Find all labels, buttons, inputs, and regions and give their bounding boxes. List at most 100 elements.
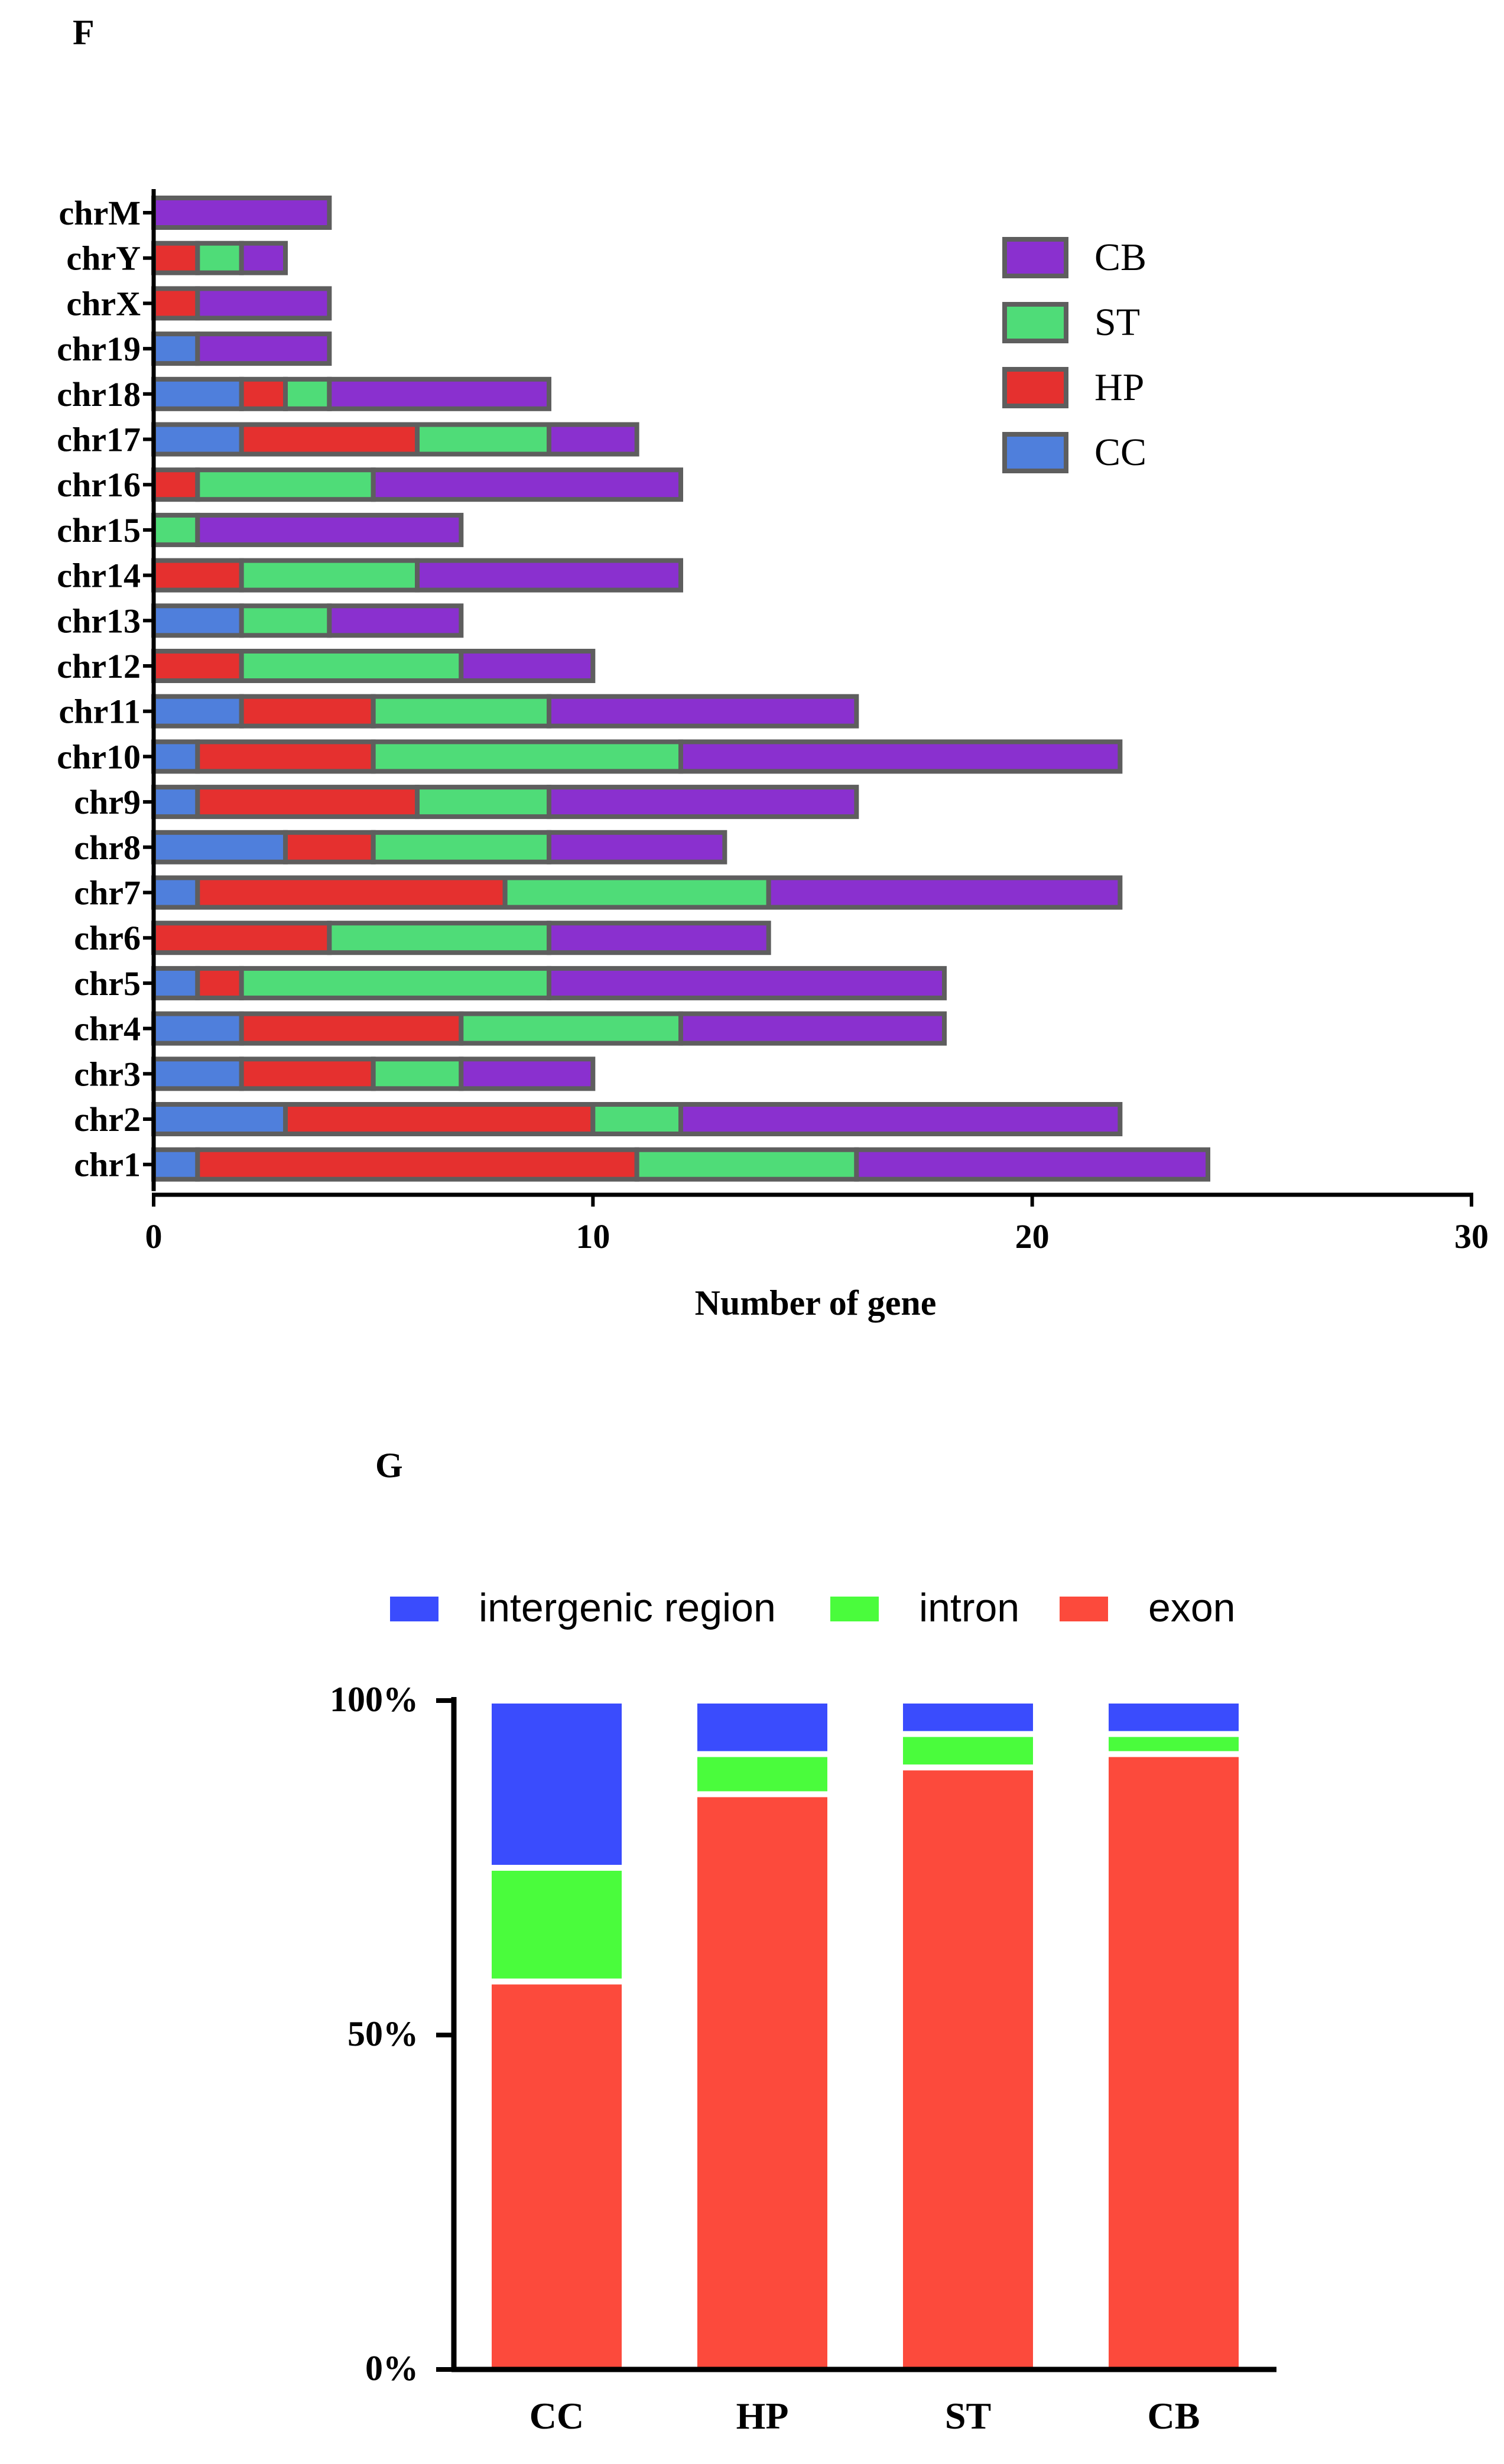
bar-chr7-HP xyxy=(195,875,508,910)
bar-chr1-CB xyxy=(854,1147,1211,1182)
bar-chrY-ST xyxy=(195,240,244,275)
f-y-tick-label: chrY xyxy=(66,239,141,278)
f-y-tick-label: chr19 xyxy=(57,330,141,368)
bar-chr17-CB xyxy=(547,422,639,457)
chromosome-gene-count-chart: chrM chrY chrX chr19 chr18 chr17 chr16 chr15 chr… xyxy=(57,189,1489,1322)
bar-chr8-CC xyxy=(151,830,288,864)
bar-chr3-ST xyxy=(371,1057,464,1091)
bar-chr16-HP xyxy=(151,467,200,502)
bar-chr14-ST xyxy=(239,558,420,593)
f-y-tick-label: chrX xyxy=(66,284,141,323)
f-x-axis: 0 10 20 30 xyxy=(145,1192,1489,1256)
f-y-tick-label: chrM xyxy=(59,194,141,232)
bar-chr10-CC xyxy=(151,739,200,774)
f-y-tick-label: chr13 xyxy=(57,602,141,640)
bar-chr12-CB xyxy=(459,649,596,683)
bar-chr11-CC xyxy=(151,694,244,729)
bar-chr7-CC xyxy=(151,875,200,910)
bar-chr6-ST xyxy=(327,921,551,955)
bar-chr1-HP xyxy=(195,1147,639,1182)
bar-chr5-CC xyxy=(151,966,200,1000)
g-y-tick-label: 50% xyxy=(347,2014,418,2053)
g-x-axis: CC HP ST CB xyxy=(451,2367,1276,2437)
f-y-tick-label: chr16 xyxy=(57,466,141,504)
bar-chr4-ST xyxy=(459,1011,683,1046)
bar-chr4-CB xyxy=(678,1011,947,1046)
f-x-tick-label: 0 xyxy=(145,1217,163,1256)
bar-chr13-CC xyxy=(151,603,244,638)
bar-chrM-CB xyxy=(151,196,332,230)
g-bar-CB-intergenic-region xyxy=(1109,1704,1239,1731)
bar-chr11-CB xyxy=(547,694,859,729)
f-y-tick-label: chr17 xyxy=(57,421,141,459)
f-y-tick-label: chr11 xyxy=(59,693,141,731)
f-y-tick-label: chr15 xyxy=(57,511,141,550)
bar-chr6-HP xyxy=(151,921,332,955)
f-y-tick-label: chr12 xyxy=(57,647,141,685)
bar-chr1-CC xyxy=(151,1147,200,1182)
f-legend-swatch-HP xyxy=(1002,367,1068,408)
bar-chr17-CC xyxy=(151,422,244,457)
g-y-axis: 0% 50% 100% xyxy=(330,1680,457,2388)
bar-chr16-CB xyxy=(371,467,683,502)
bar-chr10-ST xyxy=(371,739,683,774)
bar-chr17-HP xyxy=(239,422,420,457)
f-legend-label-ST: ST xyxy=(1094,301,1140,344)
bar-chr4-CC xyxy=(151,1011,244,1046)
bar-chr7-ST xyxy=(502,875,771,910)
bar-chr5-ST xyxy=(239,966,551,1000)
panel-g-label: G xyxy=(375,1446,403,1485)
bar-chr17-ST xyxy=(415,422,551,457)
f-legend-label-HP: HP xyxy=(1094,366,1144,409)
f-legend-swatch-CC xyxy=(1002,432,1068,473)
g-bar-CB-intron xyxy=(1109,1737,1239,1751)
f-y-tick-label: chr1 xyxy=(74,1146,141,1184)
f-y-tick-label: chr8 xyxy=(74,828,141,867)
bar-chr6-CB xyxy=(547,921,771,955)
bar-chrX-CB xyxy=(195,286,332,321)
f-x-tick-label: 10 xyxy=(576,1217,610,1256)
bar-chr2-ST xyxy=(590,1102,683,1136)
f-y-tick-label: chr9 xyxy=(74,783,141,821)
f-y-tick-label: chr4 xyxy=(74,1010,141,1048)
f-y-tick-label: chr6 xyxy=(74,919,141,957)
bar-chr4-HP xyxy=(239,1011,464,1046)
f-legend: CB ST HP CC xyxy=(1002,236,1146,474)
g-bar-CB-exon xyxy=(1109,1757,1239,2369)
bar-chr7-CB xyxy=(766,875,1123,910)
bar-chr5-HP xyxy=(195,966,244,1000)
f-y-tick-label: chr5 xyxy=(74,964,141,1003)
g-legend-label-exon: exon xyxy=(1148,1585,1235,1630)
bar-chr8-CB xyxy=(547,830,727,864)
bar-chr19-CC xyxy=(151,331,200,366)
bar-chrY-HP xyxy=(151,240,200,275)
f-y-tick-label: chr2 xyxy=(74,1100,141,1139)
f-x-tick-label: 20 xyxy=(1015,1217,1050,1256)
bar-chr14-CB xyxy=(415,558,683,593)
bar-chr1-ST xyxy=(634,1147,859,1182)
bar-chr13-ST xyxy=(239,603,332,638)
g-bar-CC-exon xyxy=(492,1984,622,2369)
bar-chrX-HP xyxy=(151,286,200,321)
bar-chr18-HP xyxy=(239,376,288,411)
bar-chr14-HP xyxy=(151,558,244,593)
f-bars xyxy=(151,196,1211,1182)
f-legend-label-CC: CC xyxy=(1094,431,1146,474)
f-y-tick-label: chr14 xyxy=(57,557,141,595)
g-x-tick-label: ST xyxy=(945,2395,991,2437)
bar-chr15-CB xyxy=(195,512,464,547)
bar-chr11-ST xyxy=(371,694,552,729)
f-x-axis-title: Number of gene xyxy=(695,1283,937,1322)
g-x-tick-label: HP xyxy=(736,2395,789,2437)
g-y-tick-label: 0% xyxy=(365,2349,418,2388)
f-y-tick-label: chr10 xyxy=(57,737,141,776)
g-x-tick-label: CC xyxy=(530,2395,584,2437)
g-legend-swatch-intergenic-region xyxy=(390,1597,438,1621)
bar-chr10-HP xyxy=(195,739,376,774)
g-bar-HP-exon xyxy=(697,1797,827,2369)
bar-chr10-CB xyxy=(678,739,1123,774)
g-bar-ST-intergenic-region xyxy=(903,1704,1033,1731)
f-y-tick-label: chr3 xyxy=(74,1055,141,1093)
bar-chr9-ST xyxy=(415,785,551,820)
